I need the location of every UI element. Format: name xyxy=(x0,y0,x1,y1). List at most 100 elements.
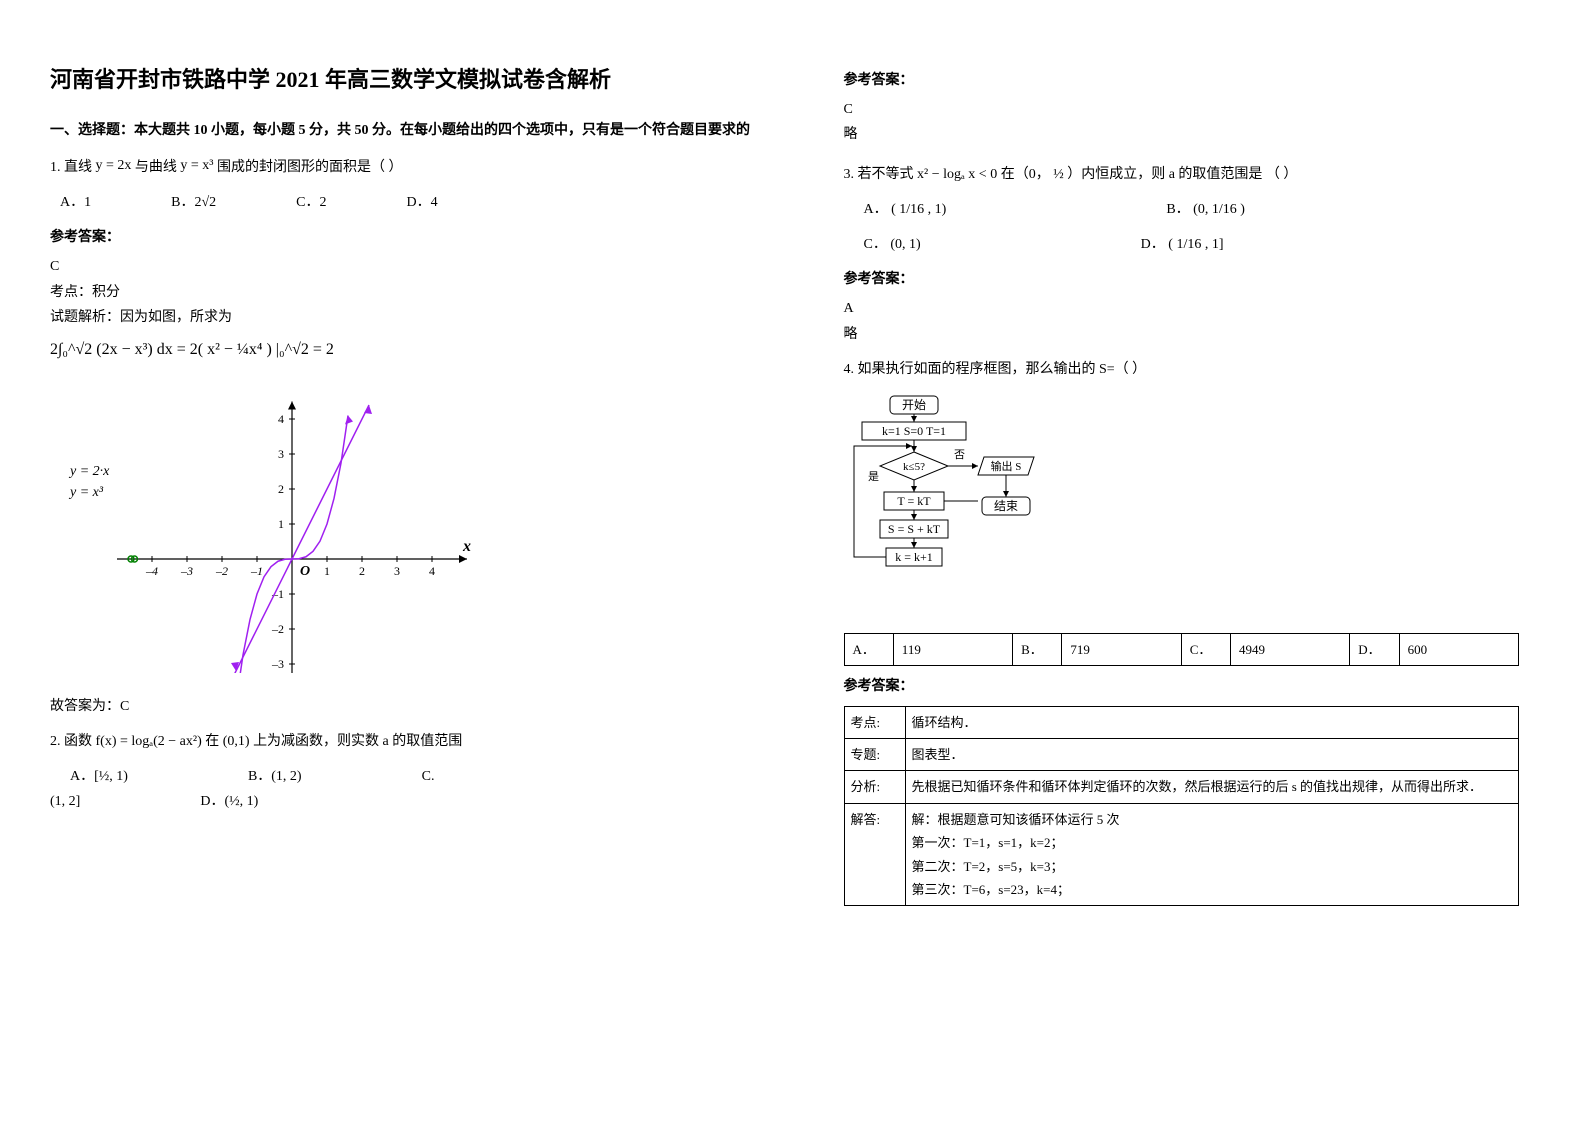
q1-expl: 试题解析：因为如图，所求为 xyxy=(50,305,754,330)
svg-text:–2: –2 xyxy=(215,564,228,578)
q4-opt-a-lab: A． xyxy=(844,633,893,666)
q1-opt-b: B．2√2 xyxy=(171,190,216,215)
svg-text:O: O xyxy=(300,564,310,579)
table-cell-value: 解：根据题意可知该循环体运行 5 次 第一次：T=1，s=1，k=2； 第二次：… xyxy=(905,803,1518,906)
svg-text:否: 否 xyxy=(954,449,965,461)
svg-text:k=1 S=0 T=1: k=1 S=0 T=1 xyxy=(881,424,945,438)
q2-mid: 在 xyxy=(205,734,223,749)
q4-ans-label: 参考答案： xyxy=(844,674,1548,699)
q3-opt-d: D． ( 1/16 , 1] xyxy=(1141,232,1224,257)
q2-ans-label: 参考答案： xyxy=(844,68,1548,93)
svg-text:y = 2·x: y = 2·x xyxy=(68,464,110,479)
question-1: 1. 直线 y = 2x 与曲线 y = x³ 围成的封闭图形的面积是（ ） xyxy=(50,153,754,180)
q4-opt-c-lab: C． xyxy=(1181,633,1230,666)
q4-opt-b-lab: B． xyxy=(1012,633,1061,666)
left-column: 河南省开封市铁路中学 2021 年高三数学文模拟试卷含解析 一、选择题：本大题共… xyxy=(0,0,794,1122)
q3-opts-row2: C． (0, 1) D． ( 1/16 , 1] xyxy=(864,232,1548,257)
q1-options: A．1 B．2√2 C．2 D．4 xyxy=(60,190,754,215)
svg-text:开始: 开始 xyxy=(901,398,925,412)
chart-svg: –4–3–2–11234–3–2–11234Oxy = 2·xy = x³ xyxy=(50,373,490,673)
page: 河南省开封市铁路中学 2021 年高三数学文模拟试卷含解析 一、选择题：本大题共… xyxy=(0,0,1587,1122)
svg-text:y = x³: y = x³ xyxy=(68,485,104,500)
q4-ans-table: 考点:循环结构．专题:图表型．分析:先根据已知循环条件和循环体判定循环的次数，然… xyxy=(844,706,1519,907)
q1-eq1: y = 2x xyxy=(96,158,132,173)
q4-flowchart: 开始 k=1 S=0 T=1 k≤5? 是 否 T = kT S = S + kT k = k… xyxy=(844,392,1548,621)
svg-text:4: 4 xyxy=(278,412,284,426)
q3-pre: 3. 若不等式 xyxy=(844,167,918,182)
q3-opt-c: C． (0, 1) xyxy=(864,232,921,257)
svg-text:2: 2 xyxy=(359,564,365,578)
q2-interval: (0,1) xyxy=(223,734,250,749)
svg-text:2: 2 xyxy=(278,482,284,496)
q1-opt-a: A．1 xyxy=(60,190,91,215)
table-cell-value: 循环结构． xyxy=(905,706,1518,738)
q1-ans-label: 参考答案： xyxy=(50,225,754,250)
q1-mid: 与曲线 xyxy=(135,160,181,175)
svg-text:–4: –4 xyxy=(145,564,158,578)
svg-text:k≤5?: k≤5? xyxy=(903,461,925,473)
table-cell-value: 先根据已知循环条件和循环体判定循环的次数，然后根据运行的后 s 的值找出规律，从… xyxy=(905,771,1518,803)
q3-post: ）内恒成立，则 a 的取值范围是 （ ） xyxy=(1067,167,1297,182)
q3-ans: A xyxy=(844,296,1548,321)
q3-ans-label: 参考答案： xyxy=(844,267,1548,292)
q4-opt-c: 4949 xyxy=(1230,633,1349,666)
q2-opt-b: B．(1, 2) xyxy=(248,764,302,789)
svg-text:T = kT: T = kT xyxy=(897,494,931,508)
table-cell-label: 专题: xyxy=(844,739,905,771)
doc-title: 河南省开封市铁路中学 2021 年高三数学文模拟试卷含解析 xyxy=(50,60,754,100)
q4-opt-b: 719 xyxy=(1061,633,1180,666)
q1-eq2: y = x³ xyxy=(180,158,213,173)
right-column: 参考答案： C 略 3. 若不等式 x² − logₐ x < 0 在（0， ½… xyxy=(794,0,1587,1122)
q3-half: ½ xyxy=(1053,167,1064,182)
q2-post: 上为减函数，则实数 a 的取值范围 xyxy=(253,734,462,749)
table-cell-label: 考点: xyxy=(844,706,905,738)
q3-opts-row1: A． ( 1/16 , 1) B． (0, 1/16 ) xyxy=(864,197,1548,222)
svg-text:–1: –1 xyxy=(250,564,263,578)
svg-text:k = k+1: k = k+1 xyxy=(895,550,933,564)
q3-mid: 在（0， xyxy=(1001,167,1050,182)
svg-text:结束: 结束 xyxy=(993,499,1017,513)
q1-opt-d: D．4 xyxy=(407,190,438,215)
q1-ans: C xyxy=(50,254,754,279)
q3-opt-b: B． (0, 1/16 ) xyxy=(1166,197,1245,222)
q3-note: 略 xyxy=(844,322,1548,347)
svg-text:1: 1 xyxy=(324,564,330,578)
q2-ans: C xyxy=(844,97,1548,122)
section-1-head: 一、选择题：本大题共 10 小题，每小题 5 分，共 50 分。在每小题给出的四… xyxy=(50,118,754,143)
svg-text:–2: –2 xyxy=(271,622,284,636)
q2-opt-d: D．(½, 1) xyxy=(200,789,258,814)
q2-opts-row2: (1, 2] D．(½, 1) xyxy=(50,789,754,814)
q2-opt-c: C. xyxy=(422,764,435,789)
svg-text:1: 1 xyxy=(278,517,284,531)
q4-opt-a: 119 xyxy=(893,633,1012,666)
q2-pre: 2. 函数 xyxy=(50,734,96,749)
question-4: 4. 如果执行如面的程序框图，那么输出的 S=（ ） xyxy=(844,357,1548,382)
svg-text:是: 是 xyxy=(868,470,879,483)
q2-opts-row1: A．[½, 1) B．(1, 2) C. xyxy=(70,764,754,789)
table-cell-label: 解答: xyxy=(844,803,905,906)
q1-kp: 考点：积分 xyxy=(50,280,754,305)
flow-svg: 开始 k=1 S=0 T=1 k≤5? 是 否 T = kT S = S + kT k = k… xyxy=(844,392,1084,612)
svg-text:4: 4 xyxy=(429,564,435,578)
svg-text:–3: –3 xyxy=(271,657,284,671)
q1-formula: 2∫₀^√2 (2x − x³) dx = 2( x² − ¼x⁴ ) |₀^√… xyxy=(50,336,754,365)
question-3: 3. 若不等式 x² − logₐ x < 0 在（0， ½ ）内恒成立，则 a… xyxy=(844,162,1548,187)
q2-eq: f(x) = logₐ(2 − ax²) xyxy=(96,734,202,749)
q1-chart: –4–3–2–11234–3–2–11234Oxy = 2·xy = x³ xyxy=(50,373,754,682)
q4-options: A． 119 B． 719 C． 4949 D． 600 xyxy=(844,633,1519,666)
table-cell-label: 分析: xyxy=(844,771,905,803)
q1-pre: 1. 直线 xyxy=(50,160,92,175)
q2-opt-a: A．[½, 1) xyxy=(70,764,128,789)
q4-opt-d: 600 xyxy=(1399,633,1519,666)
svg-text:–3: –3 xyxy=(180,564,193,578)
q4-opt-d-lab: D． xyxy=(1349,633,1398,666)
q3-eq: x² − logₐ x < 0 xyxy=(917,167,997,182)
svg-text:S = S + kT: S = S + kT xyxy=(887,522,940,536)
q2-extra: (1, 2] xyxy=(50,789,80,814)
svg-text:输出 S: 输出 S xyxy=(990,459,1021,473)
table-cell-value: 图表型． xyxy=(905,739,1518,771)
q3-opt-a: A． ( 1/16 , 1) xyxy=(864,197,947,222)
q2-note: 略 xyxy=(844,122,1548,147)
q1-post: 围成的封闭图形的面积是（ ） xyxy=(217,160,403,175)
q1-concl: 故答案为：C xyxy=(50,694,754,719)
